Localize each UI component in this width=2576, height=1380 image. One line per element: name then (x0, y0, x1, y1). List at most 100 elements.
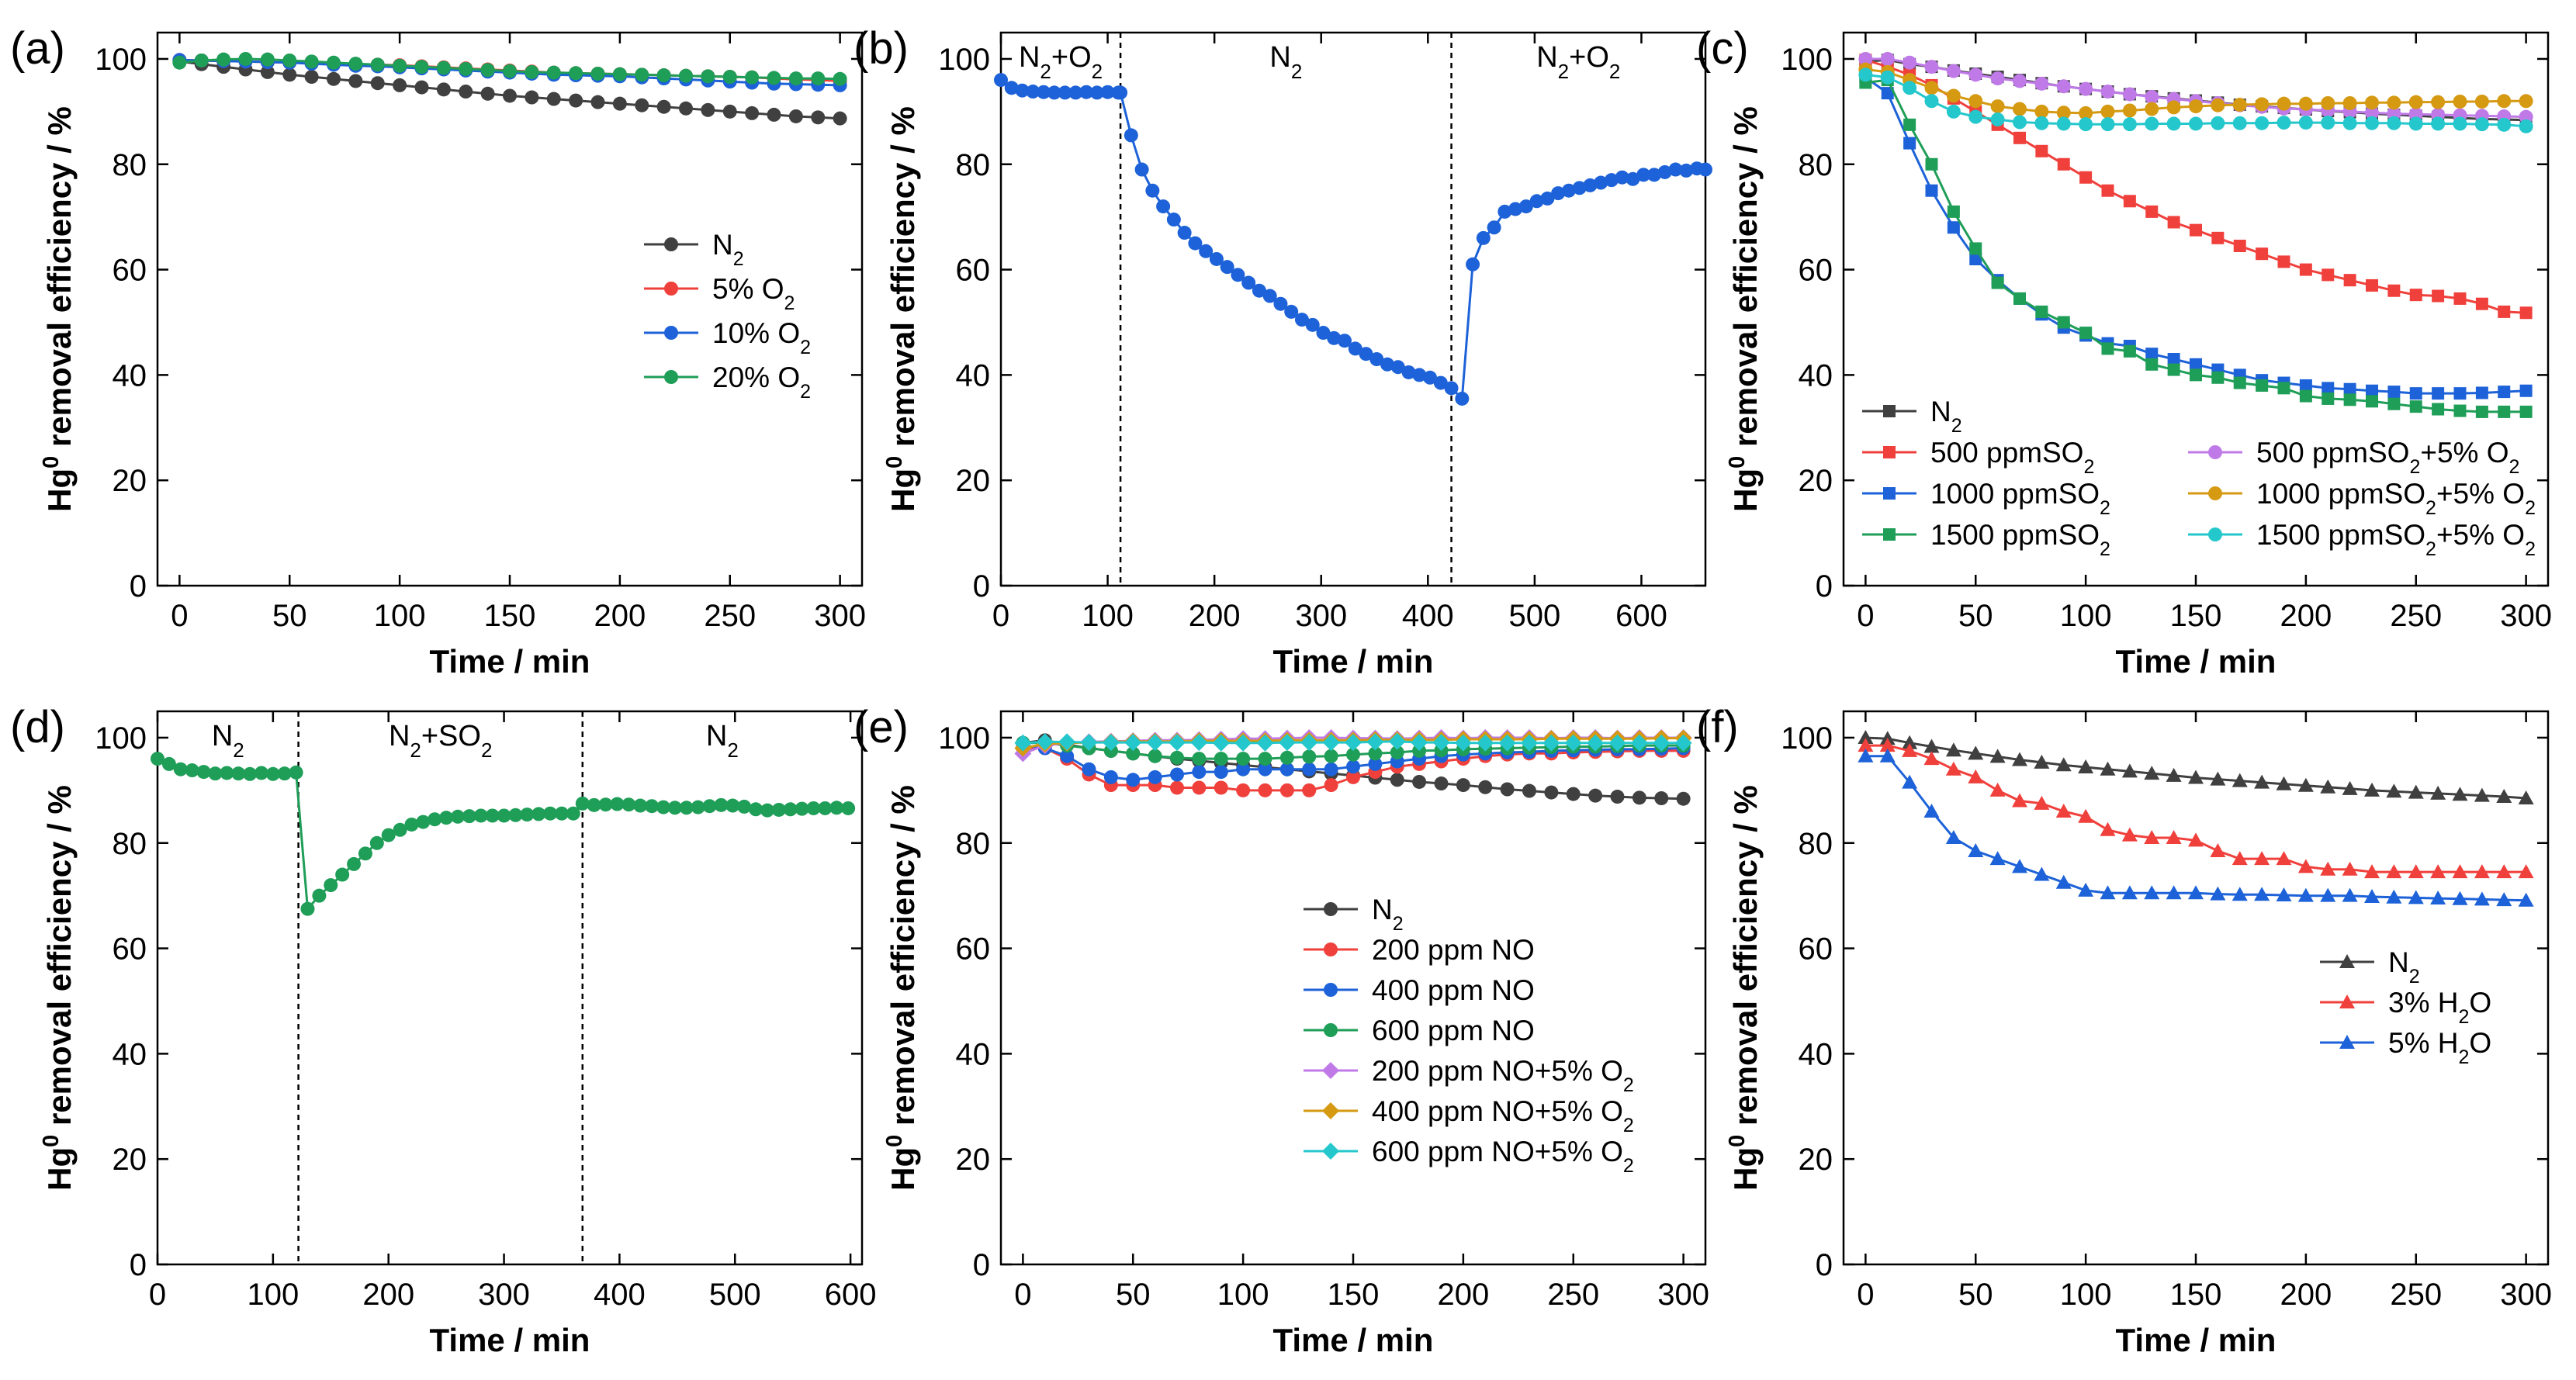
series-c-5 (1858, 62, 2533, 120)
data-point (2387, 397, 2401, 410)
data-point (1337, 334, 1352, 348)
data-point (2298, 116, 2313, 130)
data-point (1256, 734, 1274, 752)
data-point (1047, 85, 1061, 100)
legend-entry-part: 2 (1951, 415, 1962, 437)
x-tick-label: 400 (1402, 599, 1454, 633)
x-tick-label: 250 (2390, 1278, 2442, 1312)
region-label-part: N (706, 720, 727, 752)
data-point (2297, 887, 2314, 902)
legend-entry-part: O (2469, 1027, 2491, 1059)
data-point (587, 797, 601, 812)
data-point (783, 802, 798, 817)
data-point (1241, 275, 1256, 290)
data-point (2366, 278, 2378, 292)
y-axis-label: Hg0 removal efficiency / % (39, 106, 78, 512)
series-b-0 (994, 73, 1712, 406)
y-axis-label-part: removal efficiency / % (1727, 106, 1764, 456)
x-axis-label: Time / min (2116, 1322, 2277, 1358)
data-point (2431, 95, 2446, 109)
y-tick-label: 40 (956, 1037, 991, 1071)
data-point (1412, 368, 1427, 382)
data-point (2166, 829, 2182, 844)
y-axis-label-part: Hg (1727, 1147, 1764, 1191)
data-point (2167, 353, 2180, 366)
data-point (327, 55, 341, 70)
x-tick-label: 300 (1657, 1278, 1709, 1312)
data-point (2210, 886, 2226, 901)
data-point (1924, 81, 1939, 95)
data-point (2232, 116, 2247, 130)
legend-entry: 1500 ppmSO2+5% O2 (2256, 519, 2536, 560)
data-point (1990, 99, 2005, 114)
data-point (2256, 247, 2269, 261)
legend-entry-part: 2 (2100, 497, 2110, 519)
legend-swatch-marker (2339, 954, 2355, 968)
data-point (1302, 783, 1317, 797)
y-tick-label: 40 (113, 1037, 147, 1071)
data-point (260, 52, 275, 67)
data-point (480, 86, 495, 101)
y-tick-label: 0 (130, 1248, 147, 1282)
data-point (1209, 251, 1224, 266)
data-point (2474, 117, 2489, 132)
x-axis-label: Time / min (430, 1322, 590, 1358)
data-point (369, 835, 384, 850)
data-point (2055, 757, 2072, 772)
y-tick-label: 40 (1799, 1037, 1833, 1071)
data-point (788, 109, 803, 123)
data-point (525, 90, 539, 105)
x-tick-label: 250 (704, 599, 756, 633)
data-point (1879, 748, 1896, 763)
data-point (2496, 864, 2512, 879)
x-tick-label: 50 (1958, 1278, 1993, 1312)
y-tick-label: 20 (113, 1143, 147, 1177)
data-point (2409, 289, 2422, 302)
data-point (1188, 236, 1203, 251)
y-axis-label-part: 0 (1725, 456, 1750, 469)
y-tick-label: 80 (113, 827, 147, 861)
data-point (172, 55, 187, 70)
y-axis-label-group: Hg0 removal efficiency / % (39, 785, 78, 1191)
data-point (701, 102, 715, 117)
legend-entry: 10% O2 (712, 317, 811, 358)
data-point (811, 110, 826, 125)
data-point (2079, 117, 2093, 132)
data-point (531, 807, 546, 821)
x-axis-label: Time / min (1273, 643, 1434, 680)
data-point (612, 67, 627, 81)
data-point (2121, 885, 2138, 900)
data-point (818, 801, 833, 815)
data-point (1192, 780, 1207, 795)
data-point (1946, 104, 1961, 119)
x-tick-label: 150 (484, 599, 536, 633)
y-tick-label: 20 (1799, 464, 1833, 498)
data-point (2432, 289, 2445, 303)
data-point (414, 80, 429, 95)
data-point (2322, 382, 2335, 395)
data-point (2321, 95, 2335, 110)
data-point (196, 765, 211, 780)
data-point (2233, 240, 2246, 253)
legend-entry: 200 ppm NO (1372, 934, 1535, 966)
legend-entry: N2 (2388, 946, 2420, 987)
series-c-1 (1859, 54, 2533, 320)
data-point (2145, 205, 2159, 218)
data-point (2190, 223, 2202, 237)
data-point (1903, 118, 1916, 131)
data-point (2519, 306, 2533, 320)
data-point (2342, 95, 2357, 110)
data-point (1676, 791, 1691, 806)
data-point (1346, 759, 1360, 774)
data-point (2035, 305, 2048, 318)
data-point (327, 71, 341, 86)
data-point (436, 82, 451, 97)
data-point (1036, 733, 1054, 751)
y-tick-label: 100 (95, 721, 147, 756)
data-point (833, 111, 847, 126)
data-point (569, 66, 583, 81)
data-point (2079, 327, 2093, 340)
